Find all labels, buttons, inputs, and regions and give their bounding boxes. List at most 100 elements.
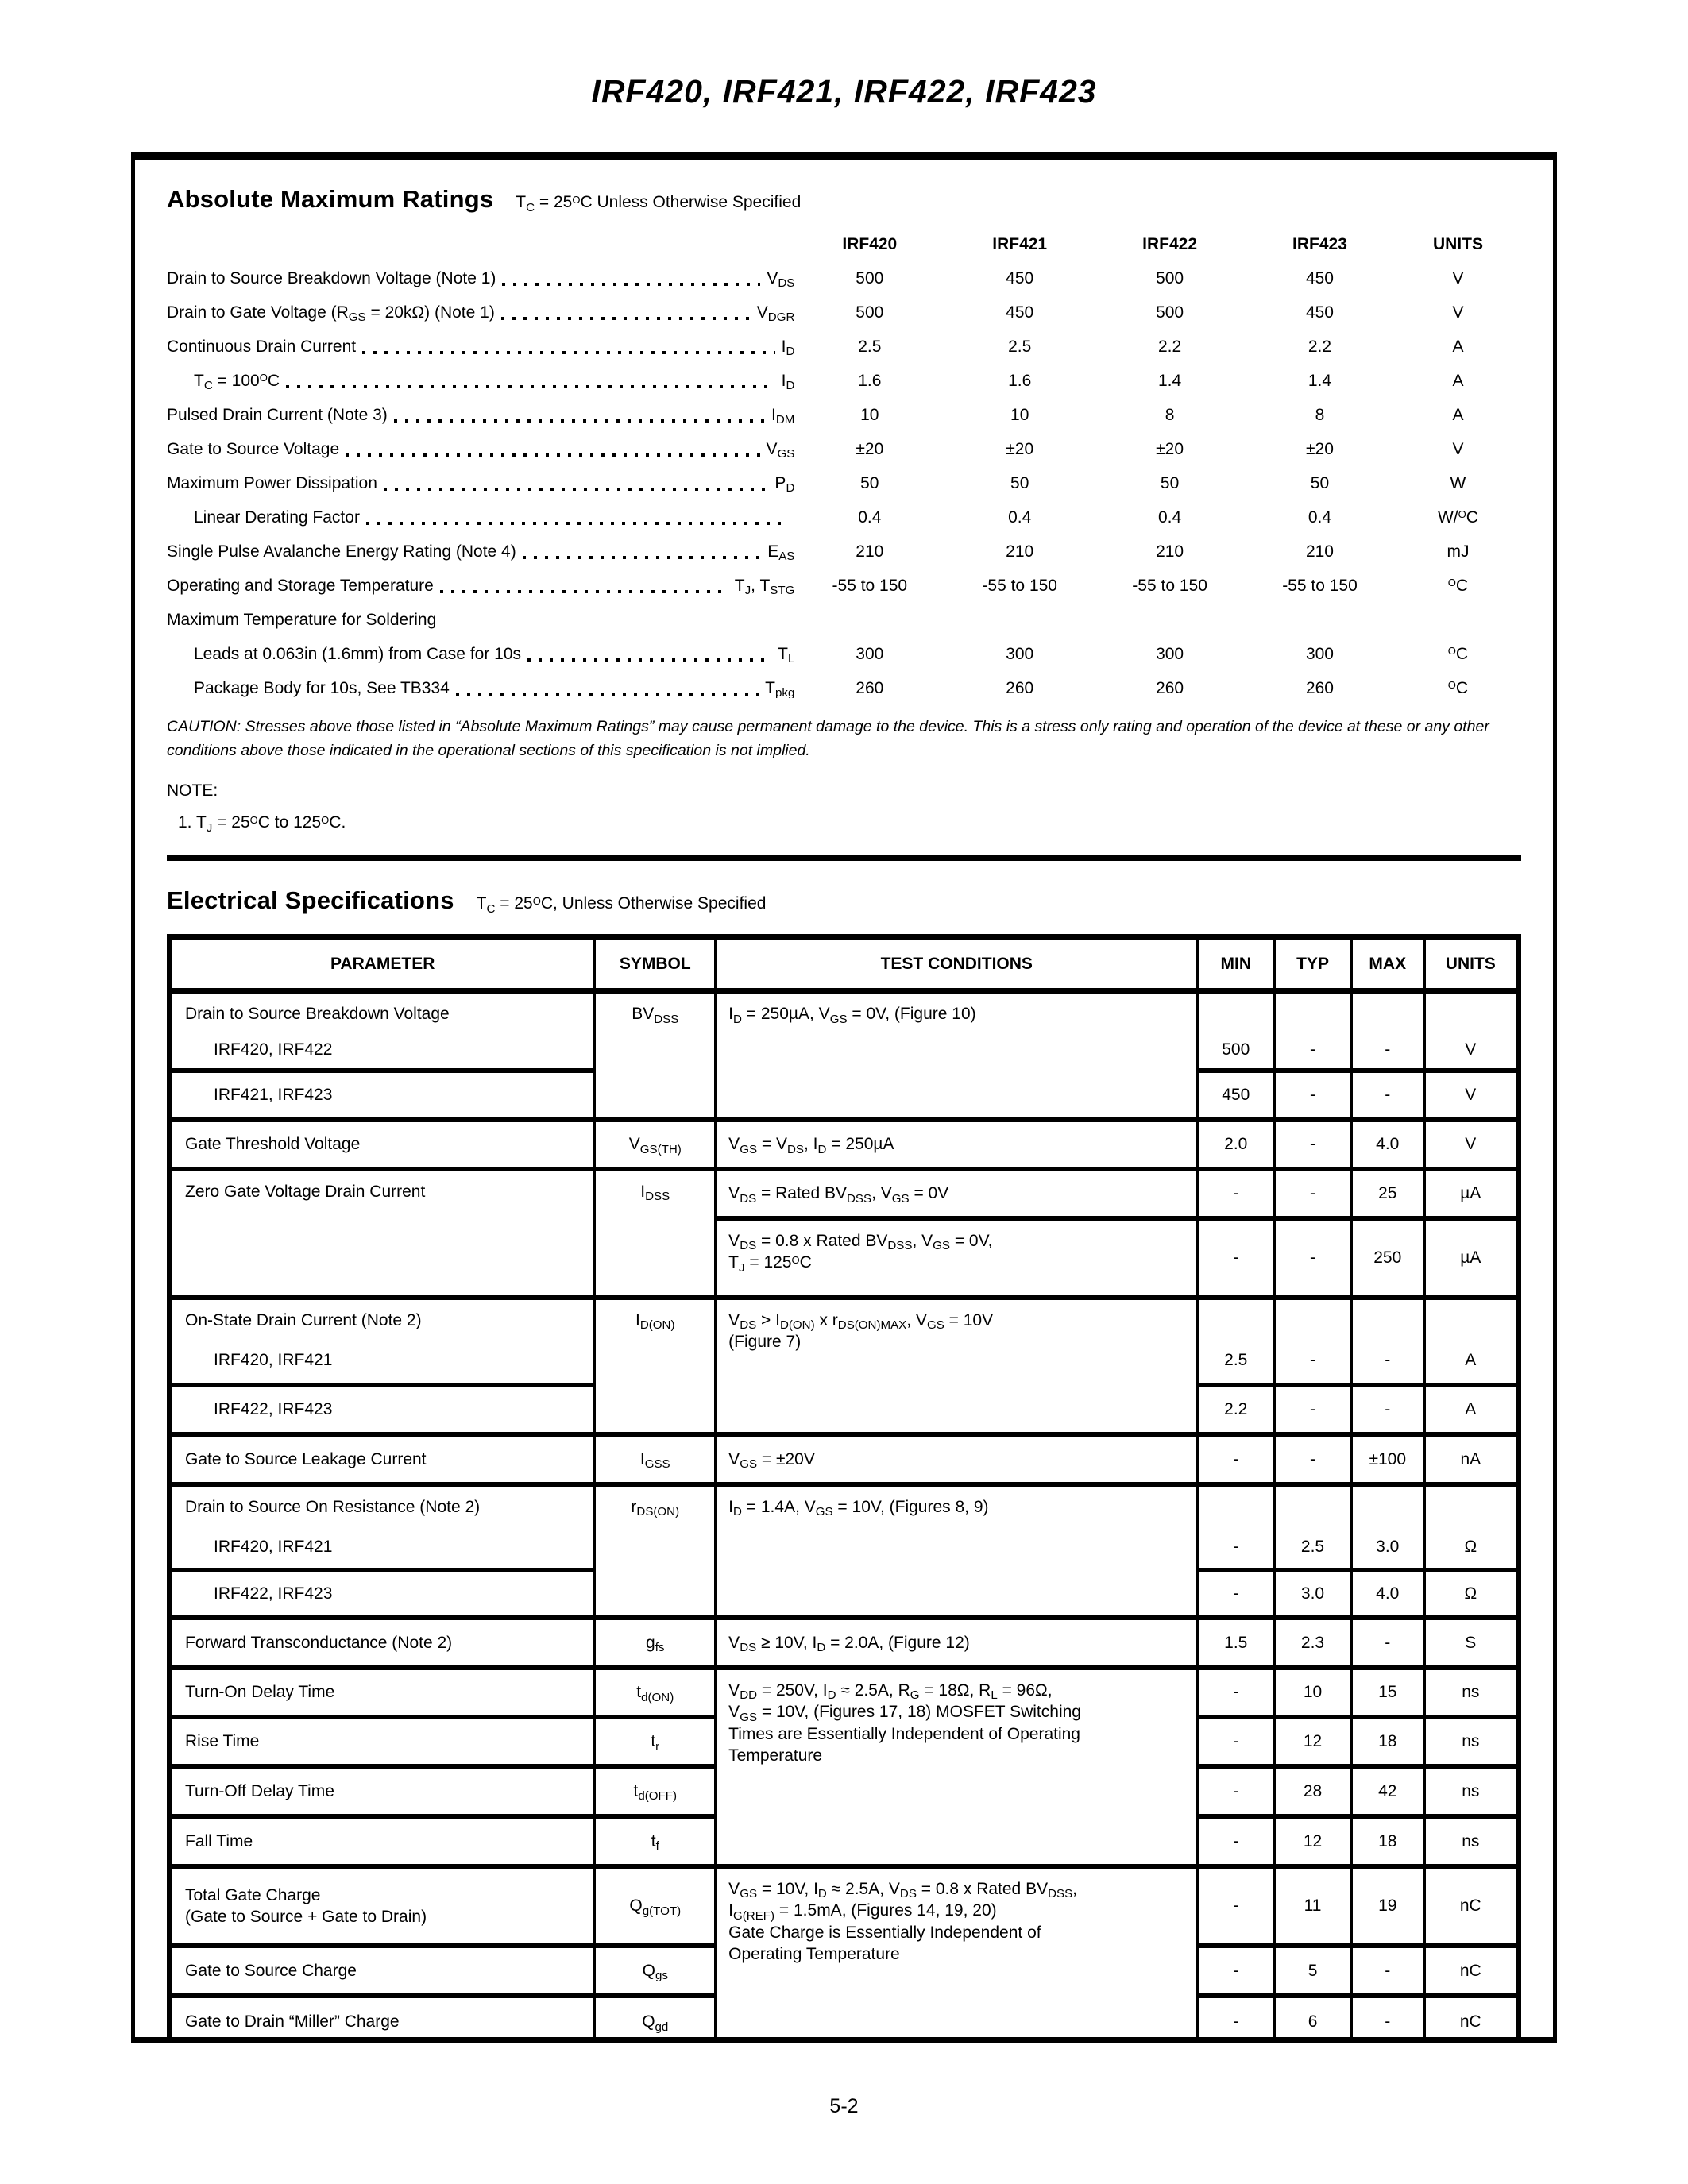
amr-row-value: ±20 [1156,439,1184,458]
amr-table: IRF420 IRF421 IRF422 IRF423 UNITS Drain … [167,228,1521,705]
amr-row-value: 10 [1010,405,1029,424]
espec-units-cell: A [1422,1337,1520,1387]
espec-symbol-cell: Qgd [593,1995,718,2037]
amr-column-header: IRF421 [992,235,1048,253]
espec-cond-cell: VDS = 0.8 x Rated BVDSS, VGS = 0V, TJ = … [714,1217,1199,1300]
amr-row: Maximum Temperature for Soldering [167,603,1521,637]
espec-param-cell: IRF422, IRF423 [168,1384,597,1437]
amr-row-value: 260 [1006,678,1034,697]
amr-row-symbol: ID [781,337,795,357]
espec-row: Gate to Source Charge Qgs - 5 - nC [168,1945,1520,1998]
amr-row-value: -55 to 150 [1282,576,1358,595]
amr-row-value: 50 [860,473,879,492]
amr-row-unit: OC [1447,576,1469,595]
espec-units-cell: Ω [1422,1525,1520,1572]
amr-row-value: 210 [1305,542,1334,561]
dot-leader [455,692,759,696]
amr-row-label: Single Pulse Avalanche Energy Rating (No… [167,542,516,561]
espec-header-units: UNITS [1422,936,1520,994]
amr-row-value: 0.4 [1008,507,1032,527]
amr-row-symbol: Tpkg [765,678,795,698]
espec-min-cell: - [1196,1217,1277,1300]
dot-leader [346,453,760,457]
espec-max-cell: 3.0 [1349,1525,1426,1572]
espec-max-cell: 42 [1349,1765,1426,1819]
espec-symbol-cell: td(ON) [593,1667,718,1719]
espec-min-cell: 1.5 [1196,1617,1277,1670]
espec-max-cell: 250 [1349,1217,1426,1300]
amr-row-value: ±20 [1306,439,1334,458]
espec-param-cell: IRF420, IRF421 [168,1525,597,1572]
espec-symbol-cell: td(OFF) [593,1765,718,1819]
espec-symbol-cell: ID(ON) [593,1297,718,1437]
espec-min-cell: - [1196,1995,1277,2037]
espec-row: Gate to Source Leakage Current IGSS VGS … [168,1433,1520,1487]
amr-row-value: 2.2 [1308,337,1332,356]
amr-row: TC = 100OC ID 1.6 1.6 1.4 1.4 A [167,364,1521,398]
espec-max-cell: - [1349,1995,1426,2037]
espec-units-cell: V [1422,1119,1520,1171]
espec-max-cell: - [1349,1384,1426,1437]
espec-row: Zero Gate Voltage Drain Current IDSS VDS… [168,1168,1520,1300]
espec-typ-cell: 2.3 [1273,1617,1353,1670]
espec-min-cell: - [1196,1716,1277,1769]
espec-param-cell: Zero Gate Voltage Drain Current [168,1168,597,1300]
amr-row-label: Operating and Storage Temperature [167,576,434,595]
note-heading: NOTE: [167,781,218,801]
amr-row-value: ±20 [1006,439,1034,458]
espec-symbol-cell: Qgs [593,1945,718,1998]
espec-units-cell: ns [1422,1667,1520,1719]
espec-min-cell: - [1196,1525,1277,1572]
amr-row-value: 260 [856,678,884,697]
amr-row-value: 1.4 [1308,371,1332,390]
amr-row-value: 50 [1160,473,1180,492]
espec-symbol-cell: tf [593,1815,718,1869]
dot-leader [393,419,766,423]
amr-row-value: 0.4 [858,507,882,527]
espec-typ-cell: - [1273,1119,1353,1171]
amr-row-label: Leads at 0.063in (1.6mm) from Case for 1… [194,644,522,663]
amr-row-value: -55 to 150 [982,576,1057,595]
page-title: IRF420, IRF421, IRF422, IRF423 [591,73,1097,110]
espec-row: Gate Threshold Voltage VGS(TH) VGS = VDS… [168,1119,1520,1171]
espec-typ-cell: 28 [1273,1765,1353,1819]
amr-row-value: 0.4 [1157,507,1182,527]
amr-row-value: 8 [1165,405,1175,424]
espec-heading-row: Electrical Specifications TC = 25OC, Unl… [167,886,1521,915]
espec-typ-cell [1273,1484,1353,1526]
espec-param-cell: Fall Time [168,1815,597,1869]
amr-row-value: 8 [1315,405,1325,424]
espec-param-cell: Drain to Source Breakdown Voltage [168,990,597,1031]
espec-header-parameter: PARAMETER [168,936,597,994]
espec-row: Turn-Off Delay Time td(OFF) - 28 42 ns [168,1765,1520,1819]
espec-units-cell: V [1422,1030,1520,1073]
espec-min-cell: - [1196,1667,1277,1719]
espec-row: IRF422, IRF423 2.2 - - A [168,1384,1520,1437]
espec-symbol-cell: gfs [593,1617,718,1670]
espec-typ-cell: 11 [1273,1866,1353,1948]
espec-min-cell: - [1196,1815,1277,1869]
espec-units-cell: ns [1422,1765,1520,1819]
espec-max-cell: 19 [1349,1866,1426,1948]
espec-units-cell: nC [1422,1945,1520,1998]
amr-row: Linear Derating Factor 0.4 0.4 0.4 0.4 W/OC [167,500,1521,534]
espec-typ-cell: - [1273,1433,1353,1487]
espec-typ-cell: - [1273,1168,1353,1221]
datasheet-main-box: Absolute Maximum Ratings TC = 25OC Unles… [131,152,1557,2043]
amr-row-value: 450 [1006,303,1034,322]
dot-leader [439,589,728,593]
amr-row-value: 210 [1156,542,1184,561]
espec-condition-note: TC = 25OC, Unless Otherwise Specified [476,894,767,916]
espec-max-cell: - [1349,1030,1426,1073]
amr-row-unit: W/OC [1437,507,1478,527]
espec-param-cell: Drain to Source On Resistance (Note 2) [168,1484,597,1526]
amr-row-label: Maximum Temperature for Soldering [167,610,437,629]
amr-row-value: 450 [1305,303,1334,322]
espec-row: Fall Time tf - 12 18 ns [168,1815,1520,1869]
espec-max-cell: - [1349,1337,1426,1387]
espec-param-cell: Rise Time [168,1716,597,1769]
espec-header-max: MAX [1349,936,1426,994]
espec-param-cell: IRF420, IRF422 [168,1030,597,1073]
amr-row: Pulsed Drain Current (Note 3) IDM 10 10 8 8 A [167,398,1521,432]
espec-cond-cell: VGS = VDS, ID = 250µA [714,1119,1199,1171]
